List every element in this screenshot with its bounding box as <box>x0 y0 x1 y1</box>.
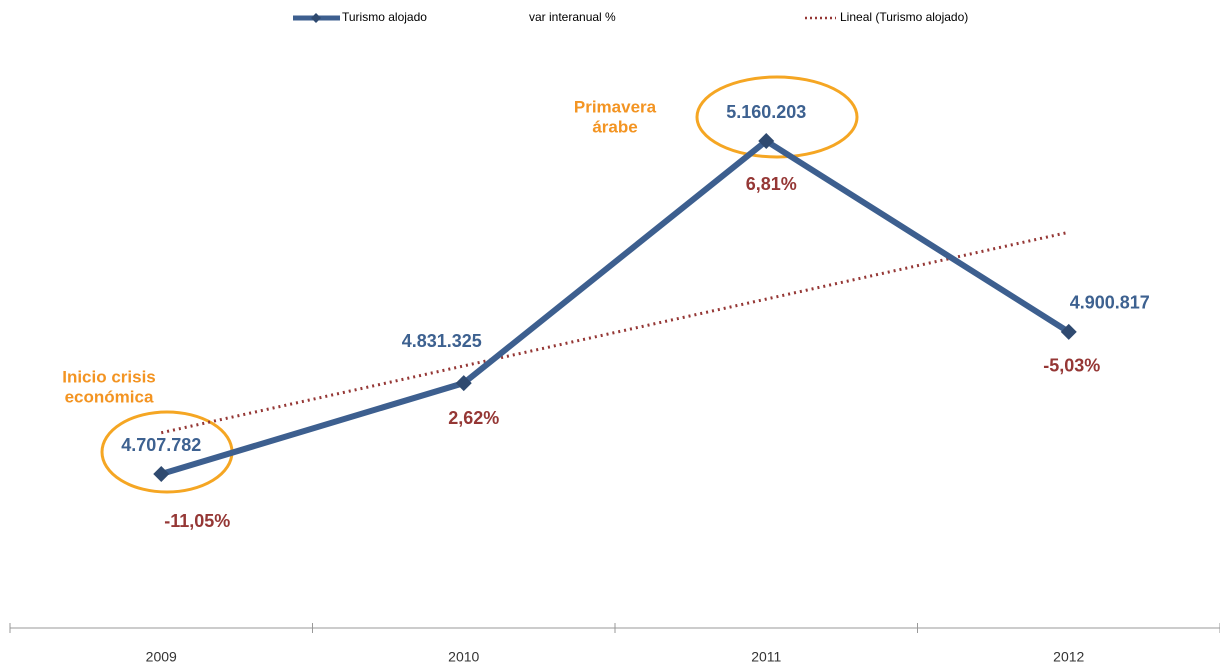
value-label: 4.707.782 <box>121 435 201 455</box>
pct-label: 6,81% <box>746 174 797 194</box>
x-tick-label: 2009 <box>146 649 177 665</box>
x-tick-label: 2010 <box>448 649 479 665</box>
pct-label: 2,62% <box>448 408 499 428</box>
legend-label: Lineal (Turismo alojado) <box>840 10 968 24</box>
legend-label: var interanual % <box>529 10 616 24</box>
trendline <box>160 230 1070 435</box>
data-point <box>758 133 775 149</box>
pct-label: -5,03% <box>1043 356 1100 376</box>
series-line <box>160 138 1071 477</box>
legend-label: Turismo alojado <box>342 10 427 24</box>
data-point <box>1060 323 1077 340</box>
x-tick-label: 2011 <box>751 649 781 665</box>
annotation: Primavera <box>574 97 657 116</box>
legend-swatch <box>311 13 321 23</box>
value-label: 5.160.203 <box>726 102 806 122</box>
data-point <box>153 466 170 482</box>
value-label: 4.900.817 <box>1070 293 1150 313</box>
highlight-ellipse <box>695 75 859 159</box>
data-point <box>455 375 472 392</box>
value-label: 4.831.325 <box>402 331 482 351</box>
annotation: Inicio crisis <box>62 367 156 386</box>
x-tick-label: 2012 <box>1053 649 1084 665</box>
annotation: árabe <box>592 117 637 136</box>
annotation: económica <box>65 387 154 406</box>
pct-label: -11,05% <box>164 511 230 531</box>
